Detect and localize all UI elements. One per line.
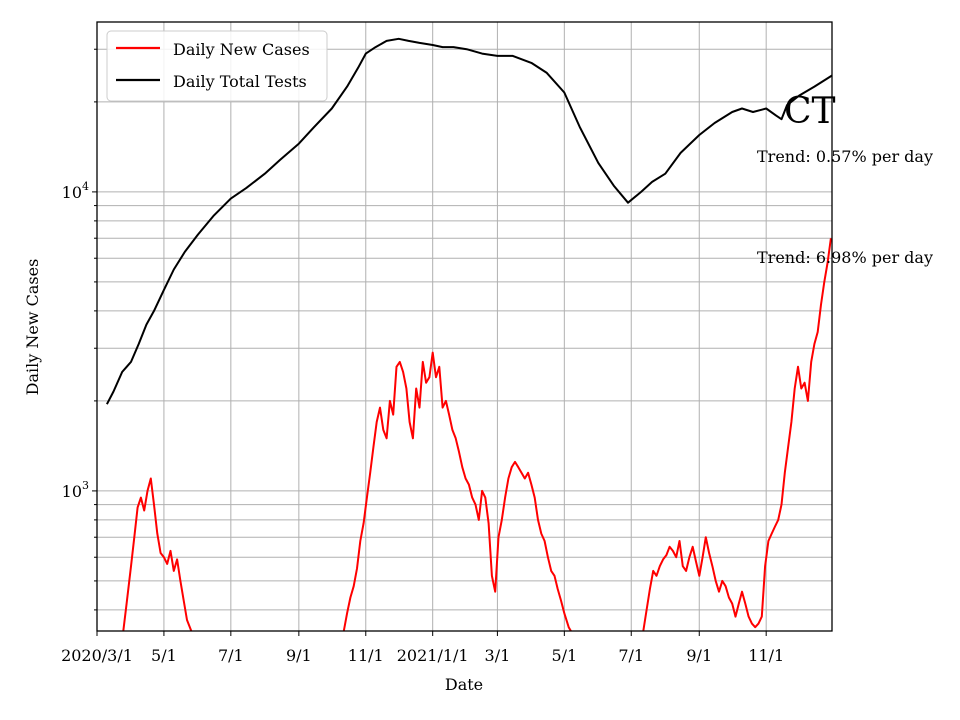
series-line-daily-total-tests xyxy=(106,37,833,405)
legend-box xyxy=(106,30,328,102)
x-tick-label: 9/1 xyxy=(286,646,312,665)
x-tick-label: 2020/3/1 xyxy=(61,646,133,665)
x-axis-title: Date xyxy=(445,675,483,694)
x-tick-label: 9/1 xyxy=(686,646,712,665)
legend: Daily New Cases Daily Total Tests xyxy=(106,30,328,102)
y-tick-label: 104 xyxy=(62,180,89,202)
x-tick-label: 2021/1/1 xyxy=(397,646,469,665)
state-label: CT xyxy=(784,91,836,132)
x-tick-label: 11/1 xyxy=(348,646,384,665)
legend-label-tests: Daily Total Tests xyxy=(173,72,307,91)
plot-frame xyxy=(96,21,833,632)
trend-annotation-cases: Trend: 6.98% per day xyxy=(757,248,933,267)
grid-layer xyxy=(96,22,832,631)
x-tick-label: 7/1 xyxy=(218,646,244,665)
series-layer xyxy=(106,37,833,632)
tick-layer: 2020/3/1 5/1 7/1 9/1 11/1 2021/1/1 3/1 5/1 7/1 9/… xyxy=(61,48,784,665)
x-tick-label: 7/1 xyxy=(618,646,644,665)
x-tick-label: 11/1 xyxy=(748,646,784,665)
legend-label-cases: Daily New Cases xyxy=(173,40,310,59)
y-tick-label: 103 xyxy=(62,479,89,501)
trend-annotation-tests: Trend: 0.57% per day xyxy=(757,147,933,166)
y-axis-title: Daily New Cases xyxy=(23,259,42,396)
x-tick-label: 5/1 xyxy=(551,646,577,665)
x-tick-label: 3/1 xyxy=(485,646,511,665)
x-tick-label: 5/1 xyxy=(151,646,177,665)
series-line-daily-new-cases xyxy=(122,238,832,632)
